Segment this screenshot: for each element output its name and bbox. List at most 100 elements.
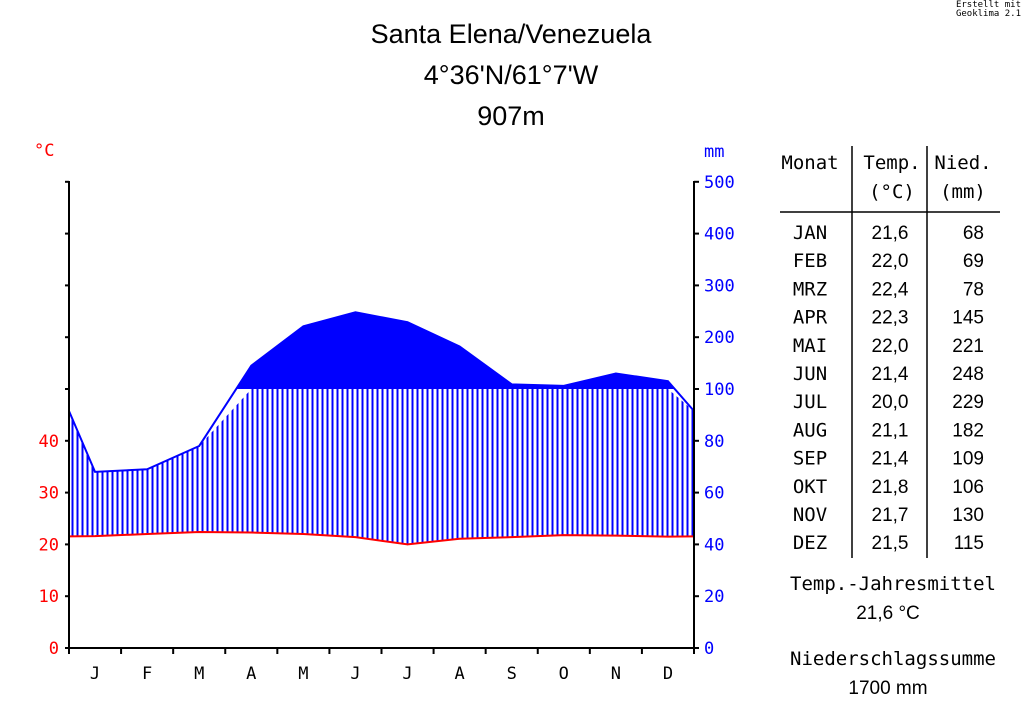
- precip-point: [198, 445, 201, 447]
- precip-point: [406, 321, 409, 323]
- month-label: J: [402, 664, 412, 684]
- table-precip: 130: [952, 505, 984, 526]
- right-tick-label: 80: [704, 432, 724, 452]
- right-tick-label: 100: [704, 380, 735, 400]
- right-tick-label: 0: [704, 639, 714, 659]
- table-temp: 20,0: [872, 392, 909, 413]
- precip-point: [562, 385, 565, 387]
- table-precip: 221: [952, 336, 984, 357]
- table-month: FEB: [793, 250, 827, 272]
- table-temp: 21,8: [872, 477, 909, 498]
- table-temp: 21,4: [872, 449, 909, 470]
- temp-point: [146, 533, 148, 535]
- credit-line: Geoklima 2.1: [956, 9, 1021, 19]
- table-precip: 106: [952, 477, 984, 498]
- temp-point: [198, 531, 201, 533]
- temp-point: [94, 535, 96, 537]
- right-tick-label: 60: [704, 484, 724, 504]
- humid-area: [69, 389, 694, 545]
- precip-point: [667, 380, 669, 383]
- left-tick-label: 20: [39, 535, 59, 555]
- table-month: JUN: [793, 363, 827, 385]
- month-label: A: [455, 664, 465, 684]
- credit-line: Erstellt mit: [956, 0, 1021, 10]
- table-month: JUL: [793, 391, 827, 413]
- title-line: 4°36'N/61°7'W: [424, 60, 599, 90]
- temp-point: [406, 543, 409, 546]
- temp-point: [302, 533, 305, 535]
- temp-point: [667, 535, 669, 538]
- left-axis-unit: °C: [34, 141, 54, 161]
- precip-point: [458, 345, 461, 348]
- month-label: F: [142, 664, 152, 684]
- left-tick-label: 40: [39, 432, 59, 452]
- table-month: AUG: [793, 419, 827, 441]
- table-precip: 145: [952, 308, 984, 329]
- table-temp: 22,0: [872, 251, 909, 272]
- table-month: JAN: [793, 222, 827, 244]
- right-tick-label: 40: [704, 535, 724, 555]
- precip-point: [354, 311, 357, 314]
- temp-point: [250, 531, 253, 534]
- left-tick-label: 0: [49, 639, 59, 659]
- month-label: M: [194, 664, 204, 684]
- title-line: 907m: [477, 101, 545, 131]
- table-header: Monat: [781, 152, 838, 174]
- table-month: MAI: [793, 335, 827, 357]
- precip-point: [615, 372, 617, 375]
- month-label: N: [611, 664, 621, 684]
- month-label: D: [663, 664, 673, 684]
- mean-temp-label: Temp.-Jahresmittel: [790, 573, 996, 595]
- temp-point: [354, 536, 357, 538]
- month-label: S: [507, 664, 517, 684]
- table-month: OKT: [793, 476, 827, 498]
- summary: Temp.-Jahresmittel 21,6 °C Niederschlagssu…: [790, 573, 996, 699]
- chart-title: Santa Elena/Venezuela 4°36'N/61°7'W 907m: [371, 19, 653, 131]
- precip-point: [146, 468, 148, 471]
- data-table: Monat Temp. (°C) Nied. (mm) JAN 21,6 68 FEB 22,0 6…: [780, 146, 1000, 558]
- right-tick-label: 500: [704, 173, 735, 193]
- table-precip: 109: [952, 449, 984, 470]
- temp-line: [68, 530, 695, 546]
- month-label: J: [350, 664, 360, 684]
- temp-point: [615, 534, 617, 537]
- month-label: O: [559, 664, 569, 684]
- table-month: NOV: [793, 504, 827, 526]
- table-header: Nied.: [934, 152, 991, 174]
- plot-area: 0 10 20 30 40 °C 0 20 40 60 80 100 200 300 400 500 mm J F M…: [34, 141, 735, 684]
- precip-point: [94, 471, 96, 473]
- precip-point: [302, 325, 305, 328]
- table-month: DEZ: [793, 532, 827, 554]
- table-precip: 78: [963, 279, 984, 300]
- perhumid-area: [69, 312, 694, 389]
- table-temp: 21,5: [872, 533, 909, 554]
- right-tick-label: 200: [704, 328, 735, 348]
- right-tick-label: 300: [704, 276, 735, 296]
- table-precip: 248: [952, 364, 984, 385]
- temp-point: [458, 537, 461, 540]
- table-temp: 22,0: [872, 336, 909, 357]
- month-label: M: [298, 664, 308, 684]
- precip-sum-value: 1700 mm: [848, 678, 927, 699]
- mean-temp-value: 21,6 °C: [856, 603, 920, 624]
- temp-point: [562, 534, 565, 536]
- right-tick-label: 20: [704, 587, 724, 607]
- table-precip: 69: [963, 251, 984, 272]
- month-label: A: [246, 664, 256, 684]
- table-precip: 115: [954, 533, 984, 554]
- table-header-unit: (°C): [869, 181, 915, 203]
- right-tick-label: 400: [704, 225, 735, 245]
- precip-point: [250, 364, 253, 367]
- temp-point: [510, 536, 513, 538]
- table-precip: 182: [952, 420, 984, 441]
- table-month: SEP: [793, 448, 827, 470]
- precip-line: [68, 311, 695, 473]
- month-label: J: [90, 664, 100, 684]
- table-header: Temp.: [863, 152, 920, 174]
- left-tick-label: 10: [39, 587, 59, 607]
- table-month: MRZ: [793, 278, 827, 300]
- table-temp: 21,4: [872, 364, 909, 385]
- table-month: APR: [793, 307, 828, 329]
- table-header-unit: (mm): [940, 181, 986, 203]
